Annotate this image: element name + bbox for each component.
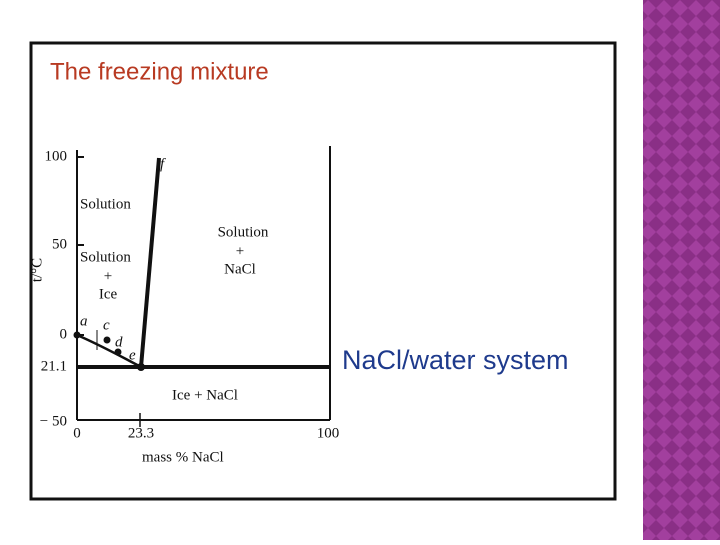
point-label: f xyxy=(160,156,166,172)
y-axis-label: t/°C xyxy=(29,258,45,282)
point xyxy=(103,336,111,344)
slide-title: The freezing mixture xyxy=(50,58,269,85)
y-tick-label: 0 xyxy=(60,326,68,342)
point xyxy=(114,348,122,356)
decor-strip xyxy=(643,0,720,540)
region-label: NaCl xyxy=(224,261,256,277)
y-tick-label: 21.1 xyxy=(41,358,67,374)
y-tick-label: 50 xyxy=(52,236,67,252)
point-label: d xyxy=(115,334,123,350)
region-label: Solution xyxy=(80,249,131,265)
y-tick-label: 100 xyxy=(45,148,68,164)
point-label: e xyxy=(129,347,136,363)
phase-diagram xyxy=(73,146,331,427)
x-tick-label: 23.3 xyxy=(128,425,154,441)
nacl-solubility-line xyxy=(139,157,161,368)
ice-line xyxy=(76,333,142,369)
point xyxy=(137,363,145,371)
region-label: + xyxy=(104,268,112,284)
x-tick-label: 0 xyxy=(73,425,81,441)
frame xyxy=(29,41,617,501)
x-axis-label: mass % NaCl xyxy=(142,449,224,465)
region-label: Solution xyxy=(218,224,269,240)
region-label: Solution xyxy=(80,196,131,212)
region-label: Ice + NaCl xyxy=(172,387,238,403)
caption: NaCl/water system xyxy=(342,345,569,375)
point xyxy=(73,331,81,339)
point-label: c xyxy=(103,317,110,333)
x-tick-label: 100 xyxy=(317,425,340,441)
point-label: a xyxy=(80,313,88,329)
y-tick-label: − 50 xyxy=(40,413,67,429)
region-label: + xyxy=(236,243,244,259)
region-label: Ice xyxy=(99,286,118,302)
